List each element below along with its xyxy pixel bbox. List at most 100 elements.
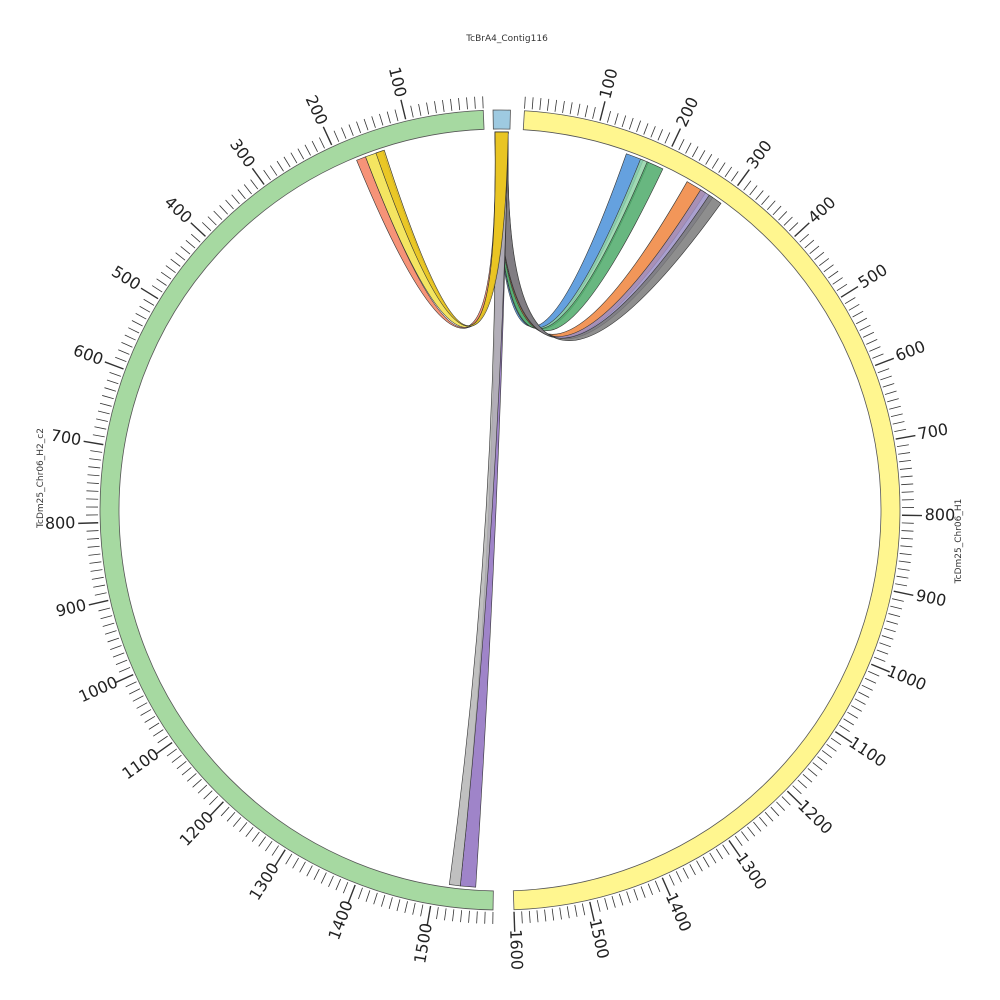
minor-tick bbox=[306, 865, 313, 877]
minor-tick bbox=[868, 670, 880, 677]
minor-tick bbox=[203, 790, 213, 800]
tick-label: 700 bbox=[49, 426, 82, 450]
minor-tick bbox=[614, 113, 619, 125]
minor-tick bbox=[664, 132, 671, 144]
minor-tick bbox=[157, 735, 168, 744]
minor-tick bbox=[569, 102, 573, 115]
minor-tick bbox=[318, 137, 325, 149]
minor-tick bbox=[363, 118, 369, 131]
minor-tick bbox=[817, 756, 828, 765]
minor-tick bbox=[213, 210, 223, 220]
tick-label: 100 bbox=[596, 66, 622, 100]
minor-tick bbox=[890, 413, 903, 418]
segment-TcDm25_Chr06_H1 bbox=[512, 110, 901, 911]
minor-tick bbox=[135, 312, 147, 320]
major-tick bbox=[104, 361, 124, 370]
minor-tick bbox=[743, 180, 752, 191]
minor-tick bbox=[91, 576, 104, 580]
minor-tick bbox=[828, 270, 839, 279]
minor-tick bbox=[879, 642, 891, 648]
minor-tick bbox=[335, 878, 342, 891]
minor-tick bbox=[618, 893, 624, 906]
minor-tick bbox=[136, 702, 148, 709]
minor-tick bbox=[342, 881, 349, 894]
minor-tick bbox=[856, 317, 868, 325]
minor-tick bbox=[258, 836, 267, 847]
minor-tick bbox=[872, 353, 884, 359]
minor-tick bbox=[897, 568, 910, 571]
minor-tick bbox=[830, 737, 842, 746]
minor-tick bbox=[524, 96, 526, 109]
minor-tick bbox=[245, 827, 254, 837]
minor-tick bbox=[628, 117, 634, 130]
minor-tick bbox=[826, 743, 837, 752]
minor-tick bbox=[896, 575, 909, 579]
minor-tick bbox=[899, 459, 912, 463]
minor-tick bbox=[476, 911, 478, 924]
minor-tick bbox=[898, 452, 911, 455]
tick-label: 800 bbox=[45, 513, 76, 533]
minor-tick bbox=[654, 880, 661, 893]
minor-tick bbox=[434, 101, 437, 114]
major-tick bbox=[671, 128, 682, 147]
minor-tick bbox=[554, 99, 558, 112]
tick-label: 100 bbox=[385, 65, 411, 99]
minor-tick bbox=[685, 142, 692, 154]
minor-tick bbox=[650, 126, 656, 138]
minor-tick bbox=[866, 339, 878, 345]
minor-tick bbox=[426, 102, 430, 115]
minor-tick bbox=[442, 99, 445, 112]
minor-tick bbox=[890, 605, 903, 610]
major-tick bbox=[893, 590, 914, 596]
minor-tick bbox=[812, 762, 823, 771]
minor-tick bbox=[237, 189, 246, 200]
minor-tick bbox=[821, 750, 832, 758]
minor-tick bbox=[418, 104, 422, 116]
minor-tick bbox=[131, 320, 143, 327]
minor-tick bbox=[180, 246, 191, 255]
minor-tick bbox=[304, 144, 311, 156]
minor-tick bbox=[151, 285, 163, 293]
minor-tick bbox=[99, 402, 112, 407]
minor-tick bbox=[269, 165, 278, 176]
minor-tick bbox=[118, 349, 130, 355]
major-tick bbox=[895, 434, 916, 440]
minor-tick bbox=[276, 160, 284, 172]
minor-tick bbox=[844, 297, 856, 305]
minor-tick bbox=[901, 483, 914, 486]
major-tick bbox=[589, 901, 595, 922]
minor-tick bbox=[604, 898, 609, 910]
minor-tick bbox=[859, 324, 871, 331]
minor-tick bbox=[877, 368, 890, 374]
major-tick bbox=[114, 673, 134, 684]
minor-tick bbox=[96, 418, 108, 422]
tick-label: 900 bbox=[54, 595, 88, 620]
minor-tick bbox=[86, 530, 99, 532]
minor-tick bbox=[869, 346, 881, 352]
minor-tick bbox=[190, 233, 201, 243]
minor-tick bbox=[772, 205, 782, 216]
minor-tick bbox=[647, 883, 653, 895]
major-tick bbox=[794, 222, 810, 237]
minor-tick bbox=[94, 592, 107, 596]
minor-tick bbox=[226, 812, 236, 822]
minor-tick bbox=[292, 857, 299, 869]
minor-tick bbox=[311, 140, 318, 152]
minor-tick bbox=[87, 474, 100, 477]
minor-tick bbox=[880, 375, 892, 381]
minor-tick bbox=[901, 491, 914, 493]
minor-tick bbox=[584, 105, 589, 118]
minor-tick bbox=[804, 239, 815, 249]
major-tick bbox=[251, 167, 265, 185]
minor-tick bbox=[521, 911, 523, 924]
major-tick bbox=[322, 126, 333, 146]
minor-tick bbox=[802, 773, 813, 783]
minor-tick bbox=[90, 450, 103, 453]
minor-tick bbox=[271, 845, 279, 856]
major-tick bbox=[83, 440, 104, 446]
minor-tick bbox=[263, 169, 271, 181]
minor-tick bbox=[711, 158, 719, 169]
tick-label: 1600 bbox=[506, 929, 526, 970]
minor-tick bbox=[881, 635, 894, 640]
